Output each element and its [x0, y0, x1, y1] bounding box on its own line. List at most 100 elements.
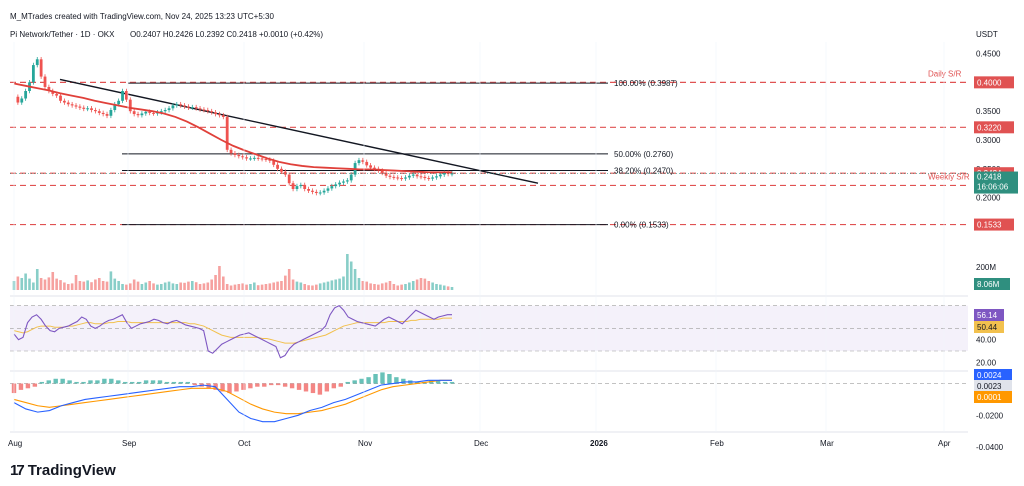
macd-value-tag: 0.0024 [977, 371, 1002, 380]
candle-body [365, 161, 369, 166]
volume-bar [175, 284, 179, 290]
volume-bar [404, 284, 407, 290]
volume-bar [369, 283, 372, 290]
macd-histogram-bar [95, 380, 100, 384]
candle-body [159, 111, 163, 113]
volume-bar [245, 284, 248, 290]
time-axis-tick: Mar [820, 439, 834, 448]
macd-histogram-bar [150, 380, 156, 384]
volume-bar [330, 280, 334, 290]
volume-bar [276, 281, 279, 290]
candle-body [345, 180, 349, 182]
volume-bar [446, 286, 450, 290]
macd-histogram-bar [67, 380, 72, 384]
volume-bar [225, 284, 229, 290]
macd-histogram-bar [157, 380, 163, 384]
candle-body [252, 157, 256, 159]
candle-body [82, 107, 86, 109]
macd-histogram-bar [401, 378, 406, 384]
candle-body [349, 174, 353, 181]
signal-value-tag-bg [974, 380, 1012, 392]
candle-body [260, 158, 264, 160]
volume-bar [218, 266, 221, 290]
candle-body [392, 176, 396, 178]
volume-bar [121, 284, 124, 290]
symbol-title[interactable]: Pi Network/Tether · 1D · OKX [10, 30, 115, 39]
candle-body [51, 91, 55, 94]
volume-bar [51, 272, 55, 290]
candle-body [283, 171, 287, 175]
candle-body [109, 110, 113, 116]
volume-bar [210, 279, 213, 290]
volume-bar [380, 283, 384, 290]
volume-bar [423, 278, 427, 290]
volume-bar [63, 282, 66, 290]
price-axis-tick: 0.3500 [976, 107, 1001, 116]
sr-level-tag-bg [974, 76, 1014, 89]
volume-bar [125, 284, 128, 290]
volume-bar [32, 282, 35, 290]
volume-value-tag: 8.06M [977, 280, 1000, 289]
volume-bar [249, 284, 252, 290]
volume-bar [74, 275, 78, 290]
candle-body [400, 178, 404, 180]
candle-body [411, 174, 415, 176]
volume-bar [179, 282, 182, 290]
candle-body [229, 149, 233, 154]
candle-body [233, 153, 237, 155]
candle-body [322, 190, 326, 193]
candle-body [221, 115, 225, 117]
candle-body [373, 167, 376, 169]
candle-body [330, 186, 334, 189]
volume-bar [171, 283, 175, 290]
candle-body [311, 190, 314, 192]
volume-bar [202, 283, 206, 290]
volume-bar [35, 269, 39, 290]
volume-bar [260, 284, 264, 290]
volume-bar [299, 282, 303, 290]
candle-body [175, 104, 179, 106]
volume-value-tag-bg [974, 278, 1010, 290]
macd-histogram-bar [116, 380, 121, 384]
candle-body [245, 157, 248, 159]
candle-body [361, 160, 365, 162]
candle-body [256, 157, 260, 159]
time-axis-tick: 2026 [590, 439, 608, 448]
candle-body [121, 91, 124, 101]
macd-histogram-bar [317, 383, 323, 395]
macd-histogram-bar [143, 380, 149, 384]
candle-body [404, 177, 407, 179]
candle-body [326, 188, 330, 191]
volume-bar [450, 287, 454, 290]
volume-bar [43, 279, 47, 290]
candle-body [237, 154, 241, 157]
candle-body [307, 189, 310, 191]
candle-body [113, 104, 117, 111]
tradingview-logo[interactable]: 17 TradingView [10, 462, 116, 479]
volume-bar [78, 281, 82, 290]
volume-bar [237, 284, 241, 290]
candle-body [202, 109, 206, 111]
volume-bar [132, 279, 136, 290]
macd-histogram-bar [53, 378, 58, 384]
candle-body [407, 175, 411, 178]
macd-histogram-bar [366, 377, 371, 384]
macd-histogram-bar [185, 381, 191, 384]
volume-bar [86, 280, 89, 290]
candle-body [187, 106, 190, 108]
volume-bar [346, 254, 349, 290]
volume-bar [66, 284, 70, 290]
candle-body [74, 105, 78, 107]
macd-histogram-bar [129, 381, 135, 384]
candle-body [415, 174, 419, 177]
volume-bar [295, 281, 299, 290]
candle-body [179, 104, 183, 106]
sr-level-tag-bg [974, 218, 1014, 231]
volume-bar [105, 281, 109, 290]
volume-bar [183, 282, 186, 290]
volume-bar [307, 285, 310, 290]
candle-body [272, 160, 276, 165]
candle-body [148, 111, 152, 113]
sr-level-tag: 0.1533 [977, 221, 1002, 230]
